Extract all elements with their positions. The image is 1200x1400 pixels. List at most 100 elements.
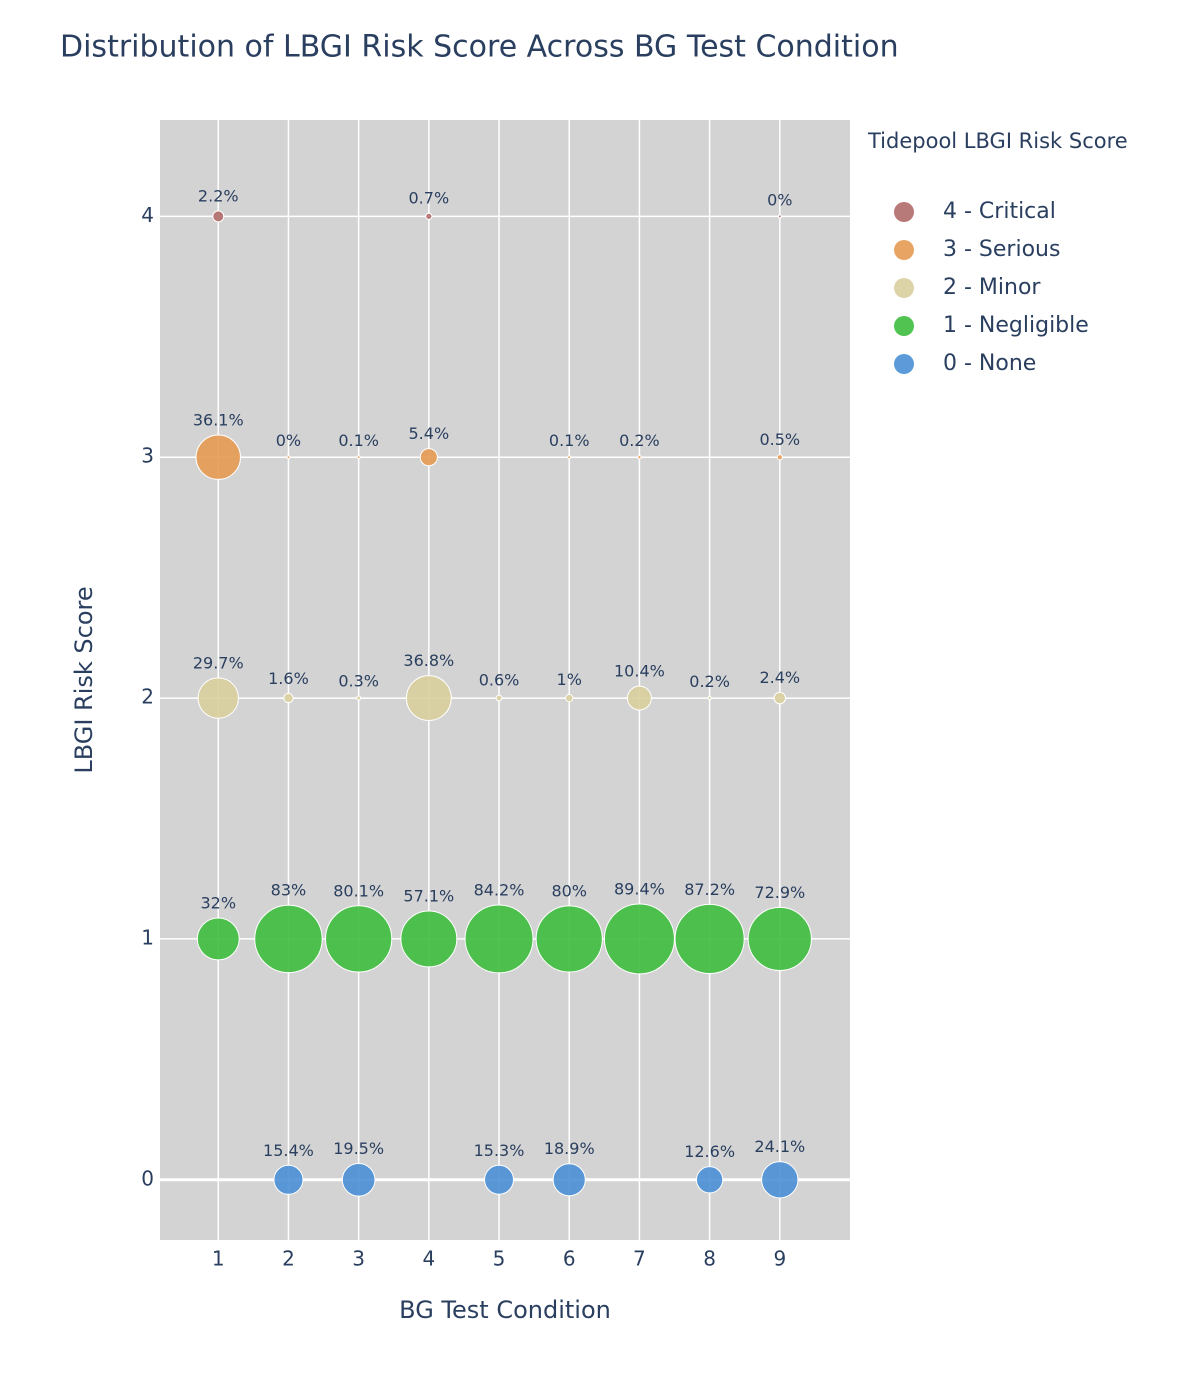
bubbles: 2.2% 0.7% 0% 36.1% 0% 0.1% 5.4% 0.1% 0.2% 0.5% 29.… — [193, 186, 812, 1199]
data-label: 36.8% — [403, 651, 454, 670]
data-label: 19.5% — [333, 1139, 384, 1158]
x-tick-label: 8 — [703, 1247, 716, 1271]
bubble — [565, 693, 574, 703]
bubble — [603, 903, 675, 975]
x-tick-label: 7 — [633, 1247, 646, 1271]
bubble — [495, 694, 503, 702]
bubble — [356, 455, 361, 460]
x-tick-label: 9 — [773, 1247, 786, 1271]
legend-marker[interactable] — [894, 278, 914, 298]
data-label: 1.6% — [268, 669, 309, 688]
legend-label[interactable]: 4 - Critical — [943, 199, 1056, 224]
bubble — [425, 212, 433, 220]
bubble — [567, 455, 572, 460]
legend-marker[interactable] — [894, 354, 914, 374]
data-label: 18.9% — [544, 1139, 595, 1158]
data-label: 83% — [271, 881, 307, 900]
legend-label[interactable]: 3 - Serious — [943, 237, 1060, 262]
data-label: 2.2% — [198, 186, 239, 205]
data-label: 0.2% — [689, 672, 730, 691]
bubble — [356, 695, 362, 701]
data-label: 36.1% — [193, 410, 244, 429]
data-label: 0.7% — [409, 189, 450, 208]
data-label: 0.1% — [549, 431, 590, 450]
x-axis-title: BG Test Condition — [399, 1296, 611, 1324]
y-tick-label: 3 — [141, 444, 154, 468]
y-tick-label: 2 — [141, 685, 154, 709]
bubble — [341, 1162, 376, 1197]
data-label: 57.1% — [403, 886, 454, 905]
bubble — [707, 695, 712, 701]
bubble — [626, 685, 652, 711]
legend-label[interactable]: 0 - None — [943, 351, 1036, 376]
data-label: 24.1% — [754, 1137, 805, 1156]
data-label: 0.1% — [338, 431, 379, 450]
x-tick-label: 3 — [352, 1247, 365, 1271]
bubble — [637, 455, 642, 460]
legend-title: Tidepool LBGI Risk Score — [867, 129, 1128, 153]
data-label: 89.4% — [614, 879, 665, 898]
bubble — [777, 214, 782, 219]
bubble — [405, 675, 452, 722]
data-label: 80% — [551, 881, 587, 900]
bubble — [773, 691, 787, 705]
bubble — [286, 455, 291, 460]
bubble — [195, 434, 241, 480]
bubble — [464, 904, 534, 974]
data-label: 80.1% — [333, 881, 384, 900]
data-label: 2.4% — [759, 668, 800, 687]
x-tick-label: 2 — [282, 1247, 295, 1271]
legend-marker[interactable] — [894, 316, 914, 336]
data-label: 84.2% — [474, 880, 525, 899]
bubble — [776, 454, 783, 461]
x-tick-label: 5 — [493, 1247, 506, 1271]
data-label: 0.5% — [759, 430, 800, 449]
data-label: 12.6% — [684, 1142, 735, 1161]
bubble — [535, 905, 603, 973]
chart-title: Distribution of LBGI Risk Score Across B… — [60, 30, 899, 65]
bubble — [196, 917, 240, 961]
data-label: 0.2% — [619, 431, 660, 450]
y-tick-label: 4 — [141, 203, 154, 227]
data-label: 15.3% — [474, 1141, 525, 1160]
plot-area — [160, 120, 850, 1240]
bubble — [273, 1164, 304, 1195]
x-tick-label: 4 — [422, 1247, 435, 1271]
legend-marker[interactable] — [894, 240, 914, 260]
bubble — [761, 1161, 799, 1199]
y-axis-title: LBGI Risk Score — [70, 586, 98, 773]
y-tick-label: 0 — [141, 1166, 154, 1190]
bubble — [283, 692, 294, 704]
data-label: 0% — [276, 431, 301, 450]
legend-label[interactable]: 1 - Negligible — [943, 313, 1089, 338]
bubble — [747, 906, 812, 972]
data-label: 87.2% — [684, 880, 735, 899]
bubble — [254, 904, 323, 974]
data-label: 15.4% — [263, 1141, 314, 1160]
data-label: 10.4% — [614, 662, 665, 681]
bubble — [419, 448, 438, 467]
data-label: 29.7% — [193, 653, 244, 672]
data-label: 0.3% — [338, 672, 379, 691]
legend-marker[interactable] — [894, 202, 914, 222]
bubble — [484, 1164, 515, 1195]
data-label: 72.9% — [754, 883, 805, 902]
bubble — [212, 210, 225, 223]
bubble — [325, 905, 393, 973]
data-label: 0% — [767, 190, 792, 209]
bubble — [695, 1166, 724, 1194]
bubble — [552, 1163, 586, 1197]
bubble — [197, 677, 239, 719]
legend: 4 - Critical 3 - Serious 2 - Minor 1 - Negl… — [894, 199, 1089, 376]
legend-label[interactable]: 2 - Minor — [943, 275, 1041, 300]
x-tick-label: 1 — [212, 1247, 225, 1271]
bubble — [400, 910, 458, 968]
x-tick-label: 6 — [563, 1247, 576, 1271]
data-label: 1% — [557, 670, 582, 689]
bubble — [674, 903, 745, 974]
data-label: 32% — [200, 893, 236, 912]
data-label: 0.6% — [479, 671, 520, 690]
data-label: 5.4% — [409, 424, 450, 443]
y-tick-label: 1 — [141, 925, 154, 949]
